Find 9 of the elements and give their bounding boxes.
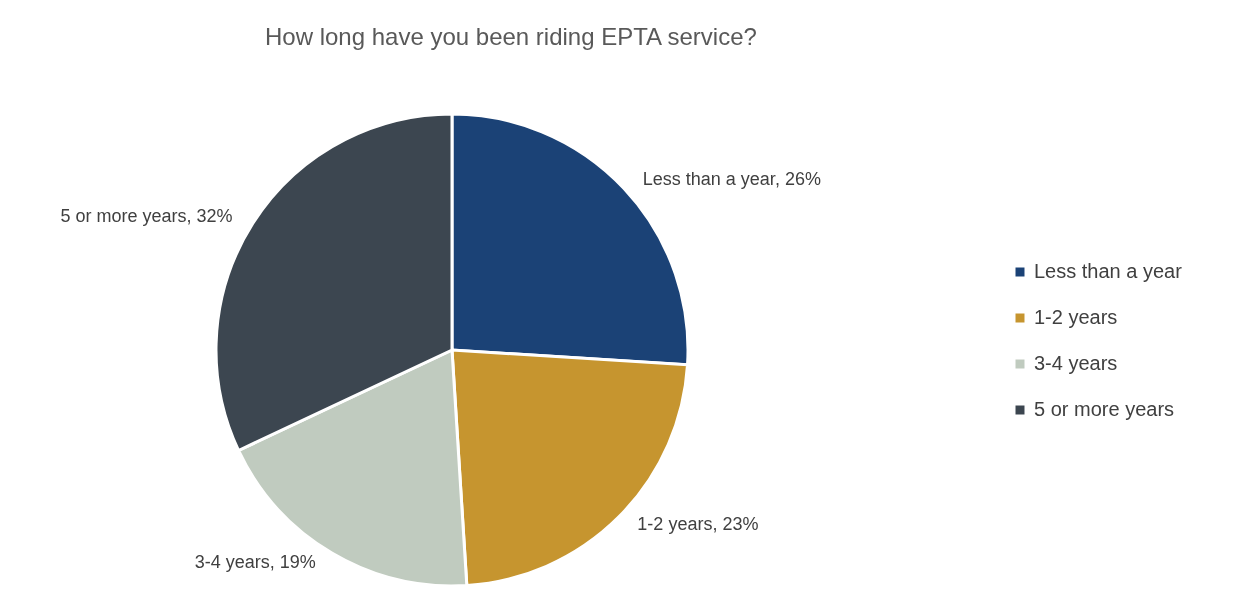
legend-label: 1-2 years bbox=[1034, 306, 1118, 328]
legend-label: Less than a year bbox=[1034, 260, 1183, 282]
data-label: 5 or more years, 32% bbox=[60, 206, 233, 227]
legend-label: 3-4 years bbox=[1034, 352, 1118, 374]
data-label: 1-2 years, 23% bbox=[637, 514, 759, 535]
chart-title: How long have you been riding EPTA service? bbox=[265, 23, 757, 50]
data-label: Less than a year, 26% bbox=[642, 169, 821, 190]
legend-label: 5 or more years bbox=[1034, 398, 1175, 420]
data-label: 3-4 years, 19% bbox=[194, 552, 316, 573]
